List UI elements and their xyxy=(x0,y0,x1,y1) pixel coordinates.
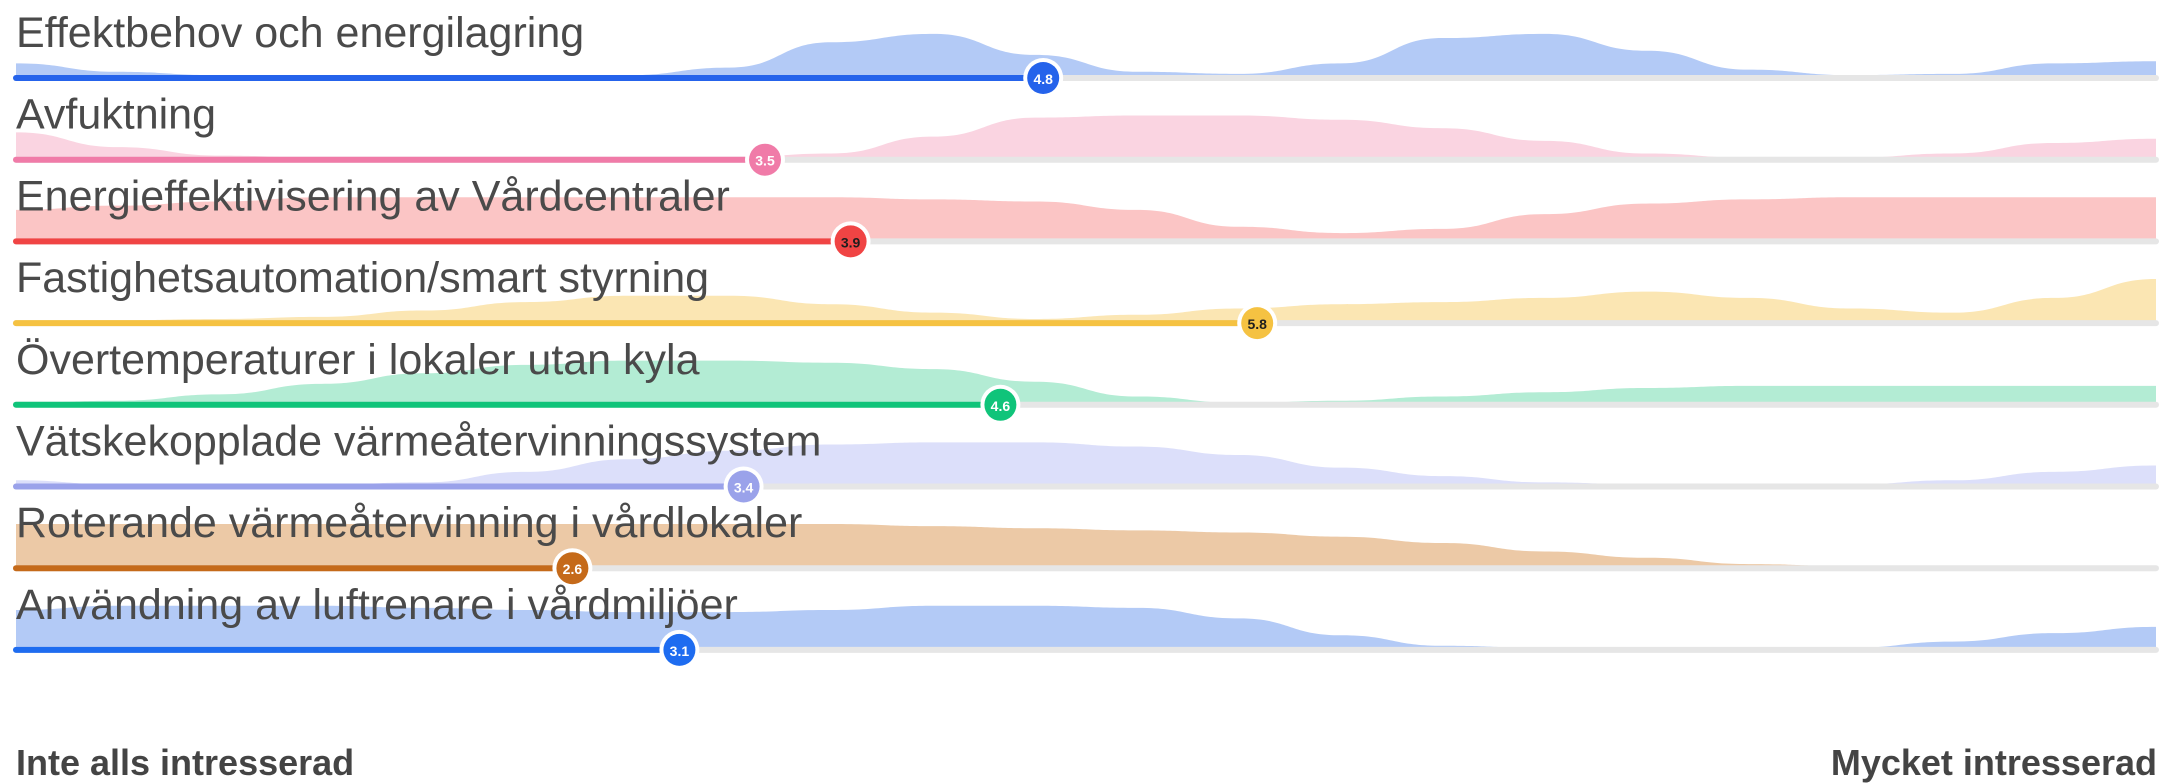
score-marker xyxy=(663,633,696,666)
distribution-area xyxy=(16,360,2156,403)
distribution-area xyxy=(16,278,2156,322)
score-label: 3.5 xyxy=(755,153,775,169)
row-label: Vätskekopplade värmeåtervinningssystem xyxy=(16,418,821,466)
chart-row: Avfuktning 3.5 xyxy=(13,91,2159,180)
score-marker xyxy=(984,388,1017,421)
score-marker xyxy=(749,143,781,176)
distribution-area xyxy=(16,33,2156,76)
row-label: Energieffektivisering av Vårdcentraler xyxy=(16,172,730,220)
row-label: Avfuktning xyxy=(16,91,216,139)
row-label: Fastighetsautomation/smart styrning xyxy=(16,254,709,302)
score-label: 4.6 xyxy=(991,398,1011,414)
score-label: 3.9 xyxy=(841,234,861,250)
axis-label-max: Mycket intresserad xyxy=(1830,742,2157,783)
distribution-area xyxy=(16,197,2156,240)
score-label: 2.6 xyxy=(563,561,583,577)
distribution-area xyxy=(16,442,2156,485)
score-label: 4.8 xyxy=(1033,71,1053,87)
chart-row: Vätskekopplade värmeåtervinningssystem 3.… xyxy=(13,418,2159,507)
score-marker xyxy=(834,225,867,258)
chart-row: Övertemperaturer i lokaler utan kyla 4.6 xyxy=(13,336,2159,425)
chart-row: Fastighetsautomation/smart styrning 5.8 xyxy=(13,254,2159,344)
score-label: 5.8 xyxy=(1247,316,1267,332)
score-marker xyxy=(1241,307,1274,340)
score-label: 3.1 xyxy=(670,643,690,659)
chart-row: Roterande värmeåtervinning i vårdlokaler… xyxy=(13,499,2159,589)
row-label: Effektbehov och energilagring xyxy=(16,9,584,57)
chart-row: Effektbehov och energilagring 4.8 xyxy=(13,9,2159,98)
distribution-area xyxy=(16,605,2156,648)
chart-row: Energieffektivisering av Vårdcentraler 3.… xyxy=(13,172,2159,262)
row-label: Övertemperaturer i lokaler utan kyla xyxy=(16,336,700,384)
row-label: Användning av luftrenare i vårdmiljöer xyxy=(16,581,738,629)
score-label: 3.4 xyxy=(734,480,754,496)
chart-row: Användning av luftrenare i vårdmiljöer 3.… xyxy=(13,581,2159,670)
score-marker xyxy=(1027,62,1060,94)
distribution-area xyxy=(16,524,2156,567)
distribution-area xyxy=(16,115,2156,158)
axis-label-min: Inte alls intresserad xyxy=(16,742,355,783)
score-marker xyxy=(556,552,589,585)
score-marker xyxy=(727,470,760,503)
row-label: Roterande värmeåtervinning i vårdlokaler xyxy=(16,499,802,547)
